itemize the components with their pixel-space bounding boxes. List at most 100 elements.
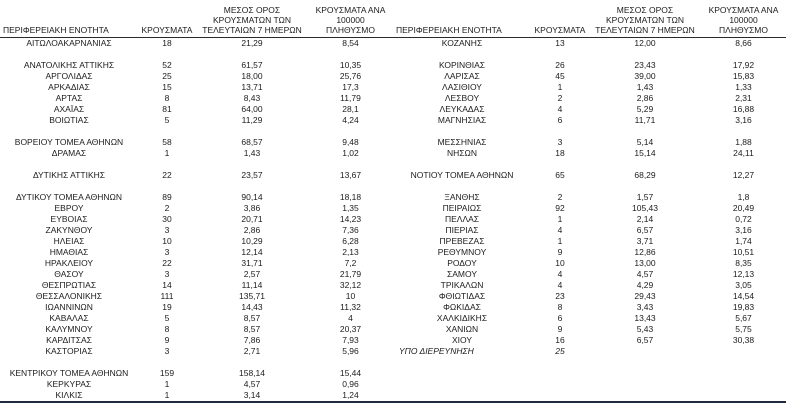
cases-cell: 9 xyxy=(557,247,563,257)
spacer-cell xyxy=(393,368,786,379)
region-cell: ΠΡΕΒΕΖΑΣ xyxy=(439,236,485,246)
cases-cell: 65 xyxy=(555,170,565,180)
table-row: ΑΡΓΟΛΙΔΑΣ 25 18,00 25,76 xyxy=(0,71,393,82)
cases-cell: 15 xyxy=(162,82,172,92)
per100k-cell: 11,32 xyxy=(340,302,361,312)
table-row: ΘΕΣΠΡΩΤΙΑΣ 14 11,14 32,12 xyxy=(0,280,393,291)
region-cell: ΛΕΥΚΑΔΑΣ xyxy=(439,104,485,114)
cases-cell: 3 xyxy=(164,225,170,235)
per100k-cell: 2,31 xyxy=(735,93,752,103)
table-row: ΜΕΣΣΗΝΙΑΣ 3 5,14 1,88 xyxy=(393,137,786,148)
table-row: ΒΟΙΩΤΙΑΣ 5 11,29 4,24 xyxy=(0,115,393,126)
table-row: ΡΕΘΥΜΝΟΥ 9 12,86 10,51 xyxy=(393,247,786,258)
avg7-cell: 3,86 xyxy=(243,203,261,213)
avg7-cell: 29,43 xyxy=(634,291,656,301)
table-row: ΔΥΤΙΚΟΥ ΤΟΜΕΑ ΑΘΗΝΩΝ 89 90,14 18,18 xyxy=(0,192,393,203)
region-cell: ΠΙΕΡΙΑΣ xyxy=(445,225,479,235)
per100k-cell: 5,96 xyxy=(342,346,359,356)
region-cell: ΑΡΓΟΛΙΔΑΣ xyxy=(45,71,93,81)
table-row: ΠΕΙΡΑΙΩΣ 92 105,43 20,49 xyxy=(393,203,786,214)
table-row: ΚΕΡΚΥΡΑΣ 1 4,57 0,96 xyxy=(0,379,393,390)
spacer-cell xyxy=(393,126,786,137)
region-cell: ΧΙΟΥ xyxy=(451,335,473,345)
region-cell: ΚΕΡΚΥΡΑΣ xyxy=(46,379,92,389)
cases-cell: 1 xyxy=(164,379,170,389)
region-cell: ΘΕΣΠΡΩΤΙΑΣ xyxy=(41,280,97,290)
avg7-cell: 12,86 xyxy=(634,247,656,257)
region-cell: ΑΡΚΑΔΙΑΣ xyxy=(48,82,90,92)
table-row: ΑΧΑΪΑΣ 81 64,00 28,1 xyxy=(0,104,393,115)
left-table: ΠΕΡΙΦΕΡΕΙΑΚΗ ΕΝΟΤΗΤΑ ΚΡΟΥΣΜΑΤΑ ΜΕΣΟΣ ΟΡΟ… xyxy=(0,3,393,401)
cases-cell: 2 xyxy=(164,203,170,213)
region-cell: ΦΘΙΩΤΙΔΑΣ xyxy=(438,291,486,301)
table-row: ΦΩΚΙΔΑΣ 8 3,43 19,83 xyxy=(393,302,786,313)
region-cell: ΝΗΣΩΝ xyxy=(446,148,478,158)
table-row: ΧΑΛΚΙΔΙΚΗΣ 6 13,43 5,67 xyxy=(393,313,786,324)
per100k-cell: 10,35 xyxy=(339,60,362,70)
spacer-row xyxy=(393,159,786,170)
table-row: ΚΕΝΤΡΙΚΟΥ ΤΟΜΕΑ ΑΘΗΝΩΝ 159 158,14 15,44 xyxy=(0,368,393,379)
avg7-cell: 158,14 xyxy=(239,368,265,378)
avg7-cell: 11,14 xyxy=(241,280,263,290)
avg7-cell: 11,71 xyxy=(634,115,656,125)
per100k-cell: 14,23 xyxy=(339,214,362,224)
cases-cell: 1 xyxy=(557,236,563,246)
avg7-cell: 3,14 xyxy=(243,390,261,400)
avg7-cell: 2,57 xyxy=(243,269,261,279)
spacer-row xyxy=(393,379,786,390)
avg7-cell xyxy=(589,346,701,357)
avg7-cell: 1,43 xyxy=(636,82,654,92)
cases-cell: 23 xyxy=(555,291,565,301)
cases-cell: 8 xyxy=(164,93,170,103)
table-row: ΑΡΚΑΔΙΑΣ 15 13,71 17,3 xyxy=(0,82,393,93)
region-cell: ΣΑΜΟΥ xyxy=(446,269,477,279)
cases-cell: 1 xyxy=(557,214,563,224)
avg7-column-header: ΜΕΣΟΣ ΟΡΟΣ ΚΡΟΥΣΜΑΤΩΝ ΤΩΝ ΤΕΛΕΥΤΑΙΩΝ 7 Η… xyxy=(196,3,308,38)
spacer-cell xyxy=(0,357,393,368)
spacer-cell xyxy=(0,181,393,192)
cases-cell: 9 xyxy=(557,324,563,334)
avg7-cell: 13,43 xyxy=(634,313,656,323)
cases-cell: 9 xyxy=(164,335,170,345)
per100k-cell: 11,79 xyxy=(340,93,361,103)
region-column-header: ΠΕΡΙΦΕΡΕΙΑΚΗ ΕΝΟΤΗΤΑ xyxy=(0,3,138,38)
cases-cell: 2 xyxy=(557,93,563,103)
cases-column-header: ΚΡΟΥΣΜΑΤΑ xyxy=(531,3,589,38)
cases-cell: 19 xyxy=(162,302,172,312)
table-row: ΛΑΣΙΘΙΟΥ 1 1,43 1,33 xyxy=(393,82,786,93)
per100k-cell: 30,38 xyxy=(732,335,755,345)
per100k-cell: 24,11 xyxy=(733,148,754,158)
cases-cell: 25 xyxy=(162,71,172,81)
cases-cell: 18 xyxy=(162,38,172,48)
spacer-row xyxy=(393,49,786,60)
spacer-row xyxy=(393,357,786,368)
region-cell: ΤΡΙΚΑΛΩΝ xyxy=(440,280,484,290)
cases-cell: 4 xyxy=(557,269,563,279)
table-row: ΛΕΣΒΟΥ 2 2,86 2,31 xyxy=(393,93,786,104)
per100k-cell: 10 xyxy=(345,291,356,301)
region-cell: ΗΜΑΘΙΑΣ xyxy=(49,247,89,257)
table-row: ΗΡΑΚΛΕΙΟΥ 22 31,71 7,2 xyxy=(0,258,393,269)
cases-column-header: ΚΡΟΥΣΜΑΤΑ xyxy=(138,3,196,38)
region-column-header: ΠΕΡΙΦΕΡΕΙΑΚΗ ΕΝΟΤΗΤΑ xyxy=(393,3,531,38)
avg7-cell: 68,57 xyxy=(241,137,263,147)
spacer-row xyxy=(0,126,393,137)
region-cell: ΑΙΤΩΛΟΑΚΑΡΝΑΝΙΑΣ xyxy=(26,38,112,48)
spacer-row xyxy=(0,159,393,170)
per100k-cell: 3,05 xyxy=(735,280,752,290)
per100k-cell: 1,88 xyxy=(735,137,752,147)
per100k-cell: 4 xyxy=(348,313,353,323)
region-cell: ΕΥΒΟΙΑΣ xyxy=(50,214,88,224)
per100k-cell: 19,83 xyxy=(732,302,755,312)
avg7-cell: 61,57 xyxy=(241,60,263,70)
table-row: ΘΑΣΟΥ 3 2,57 21,79 xyxy=(0,269,393,280)
avg7-cell: 18,00 xyxy=(241,71,263,81)
per100k-cell: 12,27 xyxy=(732,170,755,180)
per100k-cell: 25,76 xyxy=(339,71,362,81)
region-cell: ΠΕΛΛΑΣ xyxy=(444,214,480,224)
avg7-cell: 64,00 xyxy=(241,104,263,114)
cases-cell: 89 xyxy=(162,192,172,202)
per100k-cell: 12,13 xyxy=(732,269,755,279)
per100k-cell: 8,35 xyxy=(735,258,752,268)
